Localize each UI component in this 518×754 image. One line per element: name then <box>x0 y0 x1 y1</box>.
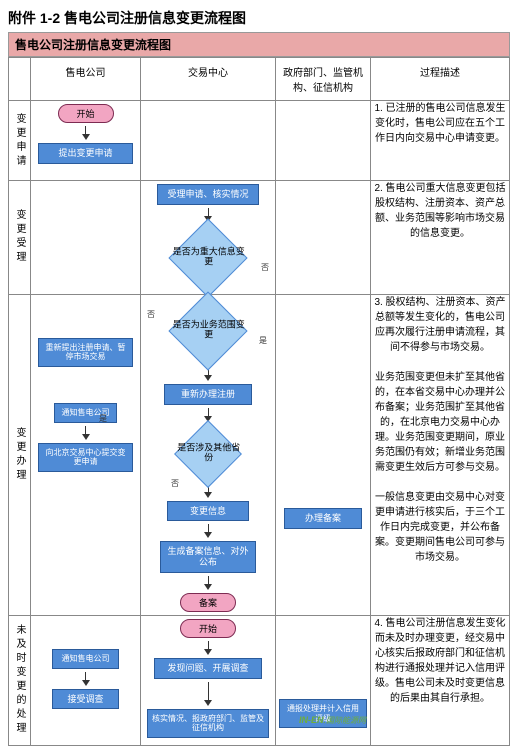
document-title: 附件 1-2 售电公司注册信息变更流程图 <box>8 8 510 28</box>
accept-review-proc: 受理申请、核实情况 <box>157 184 259 205</box>
row-process: 变更办理 重新提出注册申请、暂停市场交易 通知售电公司 是 向北京交易中心提交变… <box>9 294 510 615</box>
re-register-proc: 重新办理注册 <box>164 384 252 405</box>
row-untimely: 未及时变更的处理 通知售电公司 接受调查 开始 发现问题、开展调查 核实情况、报… <box>9 615 510 745</box>
desc-2: 2. 售电公司重大信息变更包括股权结构、注册资本、资产总额、业务范围等影响市场交… <box>371 181 510 295</box>
row-label-process: 变更办理 <box>9 294 31 615</box>
row-apply: 变更申请 开始 提出变更申请 1. 已注册的售电公司信息发生变化时，售电公司应在… <box>9 101 510 181</box>
resubmit-pause-proc: 重新提出注册申请、暂停市场交易 <box>38 338 133 367</box>
submit-change-proc: 提出变更申请 <box>38 143 133 164</box>
start2-terminator: 开始 <box>180 619 236 638</box>
swimlane-table: 售电公司 交易中心 政府部门、监管机构、征信机构 过程描述 变更申请 开始 提出… <box>8 57 510 746</box>
gen-record-proc: 生成备案信息、对外公布 <box>160 541 255 573</box>
col-gov: 政府部门、监管机构、征信机构 <box>276 58 371 101</box>
notify-co2-proc: 通知售电公司 <box>52 649 120 669</box>
col-exchange: 交易中心 <box>141 58 276 101</box>
record-terminator: 备案 <box>180 593 236 612</box>
header-row: 售电公司 交易中心 政府部门、监管机构、征信机构 过程描述 <box>9 58 510 101</box>
do-record-proc: 办理备案 <box>284 508 363 529</box>
change-info-proc: 变更信息 <box>167 501 249 522</box>
row-label-accept: 变更受理 <box>9 181 31 295</box>
bizscope-decision: 是否为业务范围变更 <box>168 291 247 370</box>
col-desc: 过程描述 <box>371 58 510 101</box>
yes-label-3: 是 <box>259 335 267 346</box>
start-terminator: 开始 <box>58 104 114 123</box>
submit-bj-proc: 向北京交易中心提交变更申请 <box>38 443 133 472</box>
yes-label-1: 是 <box>99 413 107 424</box>
find-issue-proc: 发现问题、开展调查 <box>154 658 263 679</box>
accept-inv-proc: 接受调查 <box>52 689 120 710</box>
row-accept: 变更受理 受理申请、核实情况 是否为重大信息变更 否 2. 售电公司重大信息变更… <box>9 181 510 295</box>
yes-label-2: 否 <box>147 309 155 320</box>
col-company: 售电公司 <box>31 58 141 101</box>
row-label-untimely: 未及时变更的处理 <box>9 615 31 745</box>
col-phase <box>9 58 31 101</box>
verify-report-proc: 核实情况、报政府部门、监管及征信机构 <box>147 709 269 738</box>
other-prov-decision: 是否涉及其他省份 <box>174 420 242 488</box>
chart-title: 售电公司注册信息变更流程图 <box>8 32 510 57</box>
no-label-2: 否 <box>171 478 179 489</box>
row-label-apply: 变更申请 <box>9 101 31 181</box>
notify-co-proc: 通知售电公司 <box>54 403 117 423</box>
desc-3: 3. 股权结构、注册资本、资产总额等发生变化的，售电公司应再次履行注册申请流程，… <box>371 294 510 615</box>
no-label: 否 <box>261 262 269 273</box>
desc-1: 1. 已注册的售电公司信息发生变化时，售电公司应在五个工作日内向交易中心申请变更… <box>371 101 510 181</box>
major-decision: 是否为重大信息变更 <box>168 218 247 297</box>
watermark: IN-EN.国际能源网 <box>299 715 366 726</box>
desc-4: 4. 售电公司注册信息发生变化而未及时办理变更，经交易中心核实后报政府部门和征信… <box>371 615 510 745</box>
